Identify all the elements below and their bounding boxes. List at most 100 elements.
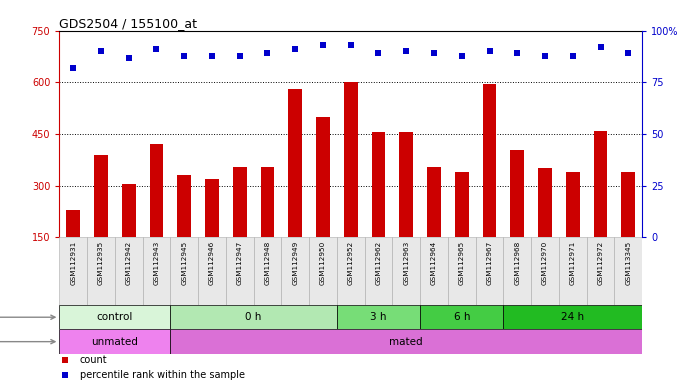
Bar (455, 172, 468, 289)
Bar (94, 155, 108, 289)
Text: GSM112952: GSM112952 (348, 241, 354, 285)
Point (318, 42, 329, 48)
Text: protocol: protocol (0, 337, 55, 347)
Point (623, 50, 634, 56)
Text: GSM112962: GSM112962 (376, 241, 382, 285)
Text: GSM112950: GSM112950 (320, 241, 326, 285)
Bar (288, 89, 302, 289)
Text: GSM112935: GSM112935 (98, 241, 104, 285)
Bar (205, 179, 219, 289)
FancyBboxPatch shape (309, 237, 337, 305)
Text: GSM112968: GSM112968 (514, 241, 520, 285)
Bar (538, 169, 552, 289)
FancyBboxPatch shape (448, 237, 475, 305)
Text: GSM112945: GSM112945 (181, 241, 187, 285)
Point (68, 65, 79, 71)
Bar (427, 167, 441, 289)
FancyBboxPatch shape (392, 237, 420, 305)
Text: control: control (96, 312, 133, 322)
FancyBboxPatch shape (281, 237, 309, 305)
Bar (399, 132, 413, 289)
Point (401, 48, 412, 55)
Text: percentile rank within the sample: percentile rank within the sample (80, 370, 245, 380)
FancyBboxPatch shape (87, 237, 115, 305)
Text: GSM112971: GSM112971 (570, 241, 576, 285)
Text: GSM112948: GSM112948 (265, 241, 271, 285)
Text: GSM113345: GSM113345 (625, 241, 631, 285)
Point (345, 42, 356, 48)
Bar (121, 184, 135, 289)
Text: GSM112972: GSM112972 (597, 241, 604, 285)
Point (512, 50, 523, 56)
Text: time: time (0, 312, 55, 322)
Point (290, 46, 301, 52)
Bar (233, 167, 246, 289)
FancyBboxPatch shape (559, 237, 586, 305)
Text: GSM112965: GSM112965 (459, 241, 465, 285)
Bar (177, 175, 191, 289)
Bar (510, 149, 524, 289)
Point (456, 53, 468, 59)
Text: 24 h: 24 h (561, 312, 584, 322)
Text: 3 h: 3 h (370, 312, 387, 322)
Text: count: count (80, 356, 107, 366)
Point (540, 53, 551, 59)
Bar (593, 131, 607, 289)
Point (429, 50, 440, 56)
FancyBboxPatch shape (170, 305, 337, 329)
FancyBboxPatch shape (59, 329, 170, 354)
Bar (344, 83, 357, 289)
Text: GSM112963: GSM112963 (403, 241, 409, 285)
Point (123, 55, 134, 61)
Text: 0 h: 0 h (246, 312, 262, 322)
FancyBboxPatch shape (59, 305, 170, 329)
Point (96, 48, 107, 55)
FancyBboxPatch shape (420, 237, 448, 305)
Point (151, 46, 162, 52)
Text: GSM112964: GSM112964 (431, 241, 437, 285)
FancyBboxPatch shape (586, 237, 614, 305)
Bar (149, 144, 163, 289)
Text: GSM112946: GSM112946 (209, 241, 215, 285)
Text: GDS2504 / 155100_at: GDS2504 / 155100_at (59, 17, 198, 30)
Text: GSM112949: GSM112949 (292, 241, 298, 285)
FancyBboxPatch shape (142, 237, 170, 305)
FancyBboxPatch shape (364, 237, 392, 305)
Bar (66, 210, 80, 289)
Point (595, 44, 606, 50)
Point (234, 53, 245, 59)
Point (179, 53, 190, 59)
FancyBboxPatch shape (337, 305, 420, 329)
FancyBboxPatch shape (614, 237, 642, 305)
Bar (371, 132, 385, 289)
FancyBboxPatch shape (170, 329, 642, 354)
Bar (316, 117, 330, 289)
Text: GSM112943: GSM112943 (154, 241, 159, 285)
FancyBboxPatch shape (531, 237, 559, 305)
Text: GSM112970: GSM112970 (542, 241, 548, 285)
Text: unmated: unmated (91, 337, 138, 347)
Point (567, 53, 579, 59)
Text: mated: mated (389, 337, 423, 347)
FancyBboxPatch shape (226, 237, 253, 305)
Bar (482, 84, 496, 289)
FancyBboxPatch shape (503, 305, 642, 329)
Text: GSM112967: GSM112967 (487, 241, 493, 285)
Bar (621, 172, 635, 289)
FancyBboxPatch shape (170, 237, 198, 305)
Bar (566, 172, 580, 289)
Text: GSM112942: GSM112942 (126, 241, 132, 285)
FancyBboxPatch shape (475, 237, 503, 305)
FancyBboxPatch shape (420, 305, 503, 329)
Text: 6 h: 6 h (454, 312, 470, 322)
FancyBboxPatch shape (59, 237, 87, 305)
Point (207, 53, 218, 59)
Point (262, 50, 273, 56)
Text: GSM112931: GSM112931 (70, 241, 76, 285)
Point (484, 48, 495, 55)
FancyBboxPatch shape (503, 237, 531, 305)
FancyBboxPatch shape (253, 237, 281, 305)
FancyBboxPatch shape (337, 237, 364, 305)
Bar (260, 167, 274, 289)
FancyBboxPatch shape (198, 237, 226, 305)
